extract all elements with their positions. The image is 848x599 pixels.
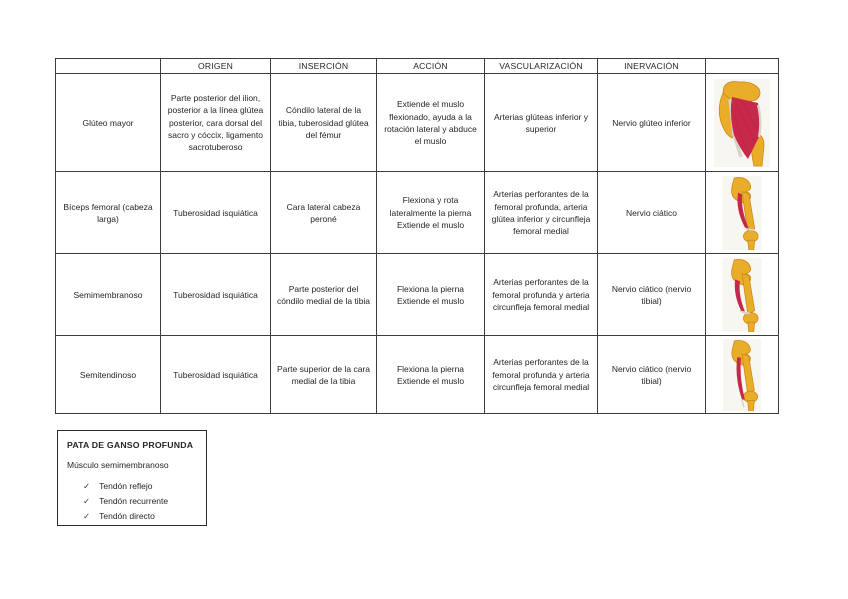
cell-illustration [705,171,779,255]
cell-vascularizacion: Arterias perforantes de la femoral profu… [484,335,598,415]
table-row-semitendinoso: Semitendinoso Tuberosidad isquiática Par… [55,335,779,415]
pata-de-ganso-note-box: PATA DE GANSO PROFUNDA Músculo semimembr… [57,430,207,526]
cell-insercion: Cóndilo lateral de la tibia, tuberosidad… [270,73,377,173]
cell-illustration [705,253,779,337]
list-item: ✓ Tendón reflejo [83,481,198,493]
list-item-label: Tendón reflejo [99,481,153,492]
muscle-name: Semitendinoso [55,335,161,415]
list-item-label: Tendón recurrente [99,495,169,506]
header-empty-right [705,57,779,75]
table-row-biceps-femoral: Bíceps femoral (cabeza larga) Tuberosida… [55,171,779,255]
cell-insercion: Parte posterior del cóndilo medial de la… [270,253,377,337]
cell-inervacion: Nervio ciático (nervio tibial) [597,335,706,415]
cell-inervacion: Nervio ciático [597,171,706,255]
list-item: ✓ Tendón directo [83,511,198,523]
list-item-label: Tendón directo [99,510,155,521]
cell-vascularizacion: Arterias glúteas inferior y superior [484,73,598,173]
biceps-femoris-illustration [722,175,762,250]
header-origen: ORIGEN [160,57,271,75]
table-header-row: ORIGEN INSERCIÓN ACCIÓN VASCULARIZACIÓN … [55,57,779,75]
table-row-semimembranoso: Semimembranoso Tuberosidad isquiática Pa… [55,253,779,337]
gluteus-maximus-illustration [714,78,770,167]
note-box-subtitle: Músculo semimembranoso [67,460,169,471]
header-vascularizacion: VASCULARIZACIÓN [484,57,598,75]
header-empty-left [55,57,161,75]
cell-origen: Tuberosidad isquiática [160,335,271,415]
checkmark-icon: ✓ [83,495,91,506]
cell-vascularizacion: Arterias perforantes de la femoral profu… [484,253,598,337]
list-item: ✓ Tendón recurrente [83,496,198,508]
cell-accion: Flexiona la pierna Extiende el muslo [376,253,485,337]
cell-insercion: Cara lateral cabeza peroné [270,171,377,255]
header-insercion: INSERCIÓN [270,57,377,75]
cell-accion: Extiende el muslo flexionado, ayuda a la… [376,73,485,173]
cell-accion: Flexiona y rota lateralmente la pierna E… [376,171,485,255]
checkmark-icon: ✓ [83,510,91,521]
cell-origen: Tuberosidad isquiática [160,171,271,255]
cell-vascularizacion: Arterias perforantes de la femoral profu… [484,171,598,255]
header-inervacion: INERVACIÓN [597,57,706,75]
semimembranosus-illustration [722,257,762,332]
cell-accion: Flexiona la pierna Extiende el muslo [376,335,485,415]
muscle-name: Glúteo mayor [55,73,161,173]
cell-insercion: Parte superior de la cara medial de la t… [270,335,377,415]
note-box-title: PATA DE GANSO PROFUNDA [67,440,194,450]
cell-origen: Tuberosidad isquiática [160,253,271,337]
tendon-list: ✓ Tendón reflejo ✓ Tendón recurrente ✓ T… [67,481,198,523]
header-accion: ACCIÓN [376,57,485,75]
cell-illustration [705,73,779,173]
cell-inervacion: Nervio glúteo inferior [597,73,706,173]
muscle-table: ORIGEN INSERCIÓN ACCIÓN VASCULARIZACIÓN … [55,57,779,415]
cell-illustration [705,335,779,415]
cell-origen: Parte posterior del ilion, posterior a l… [160,73,271,173]
semitendinosus-illustration [723,338,761,411]
table-row-gluteo-mayor: Glúteo mayor Parte posterior del ilion, … [55,73,779,173]
muscle-name: Semimembranoso [55,253,161,337]
cell-inervacion: Nervio ciático (nervio tibial) [597,253,706,337]
muscle-name: Bíceps femoral (cabeza larga) [55,171,161,255]
checkmark-icon: ✓ [83,481,91,492]
